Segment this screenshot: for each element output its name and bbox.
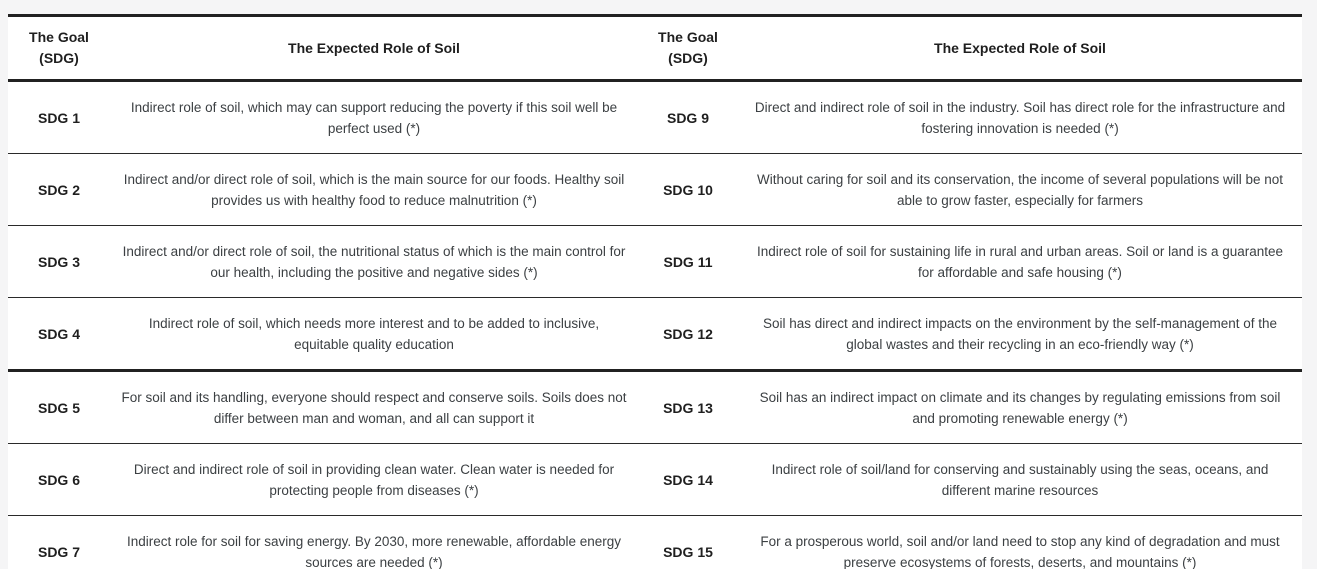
role-cell: Indirect and/or direct role of soil, whi… bbox=[123, 171, 625, 208]
header-goal-line1: The Goal bbox=[29, 29, 89, 45]
role-cell: Soil has direct and indirect impacts on … bbox=[762, 315, 1278, 352]
role-cell: Indirect role of soil, which needs more … bbox=[148, 315, 600, 352]
goal-cell: SDG 12 bbox=[663, 325, 713, 342]
goal-cell: SDG 7 bbox=[37, 543, 80, 560]
role-cell: Indirect and/or direct role of soil, the… bbox=[122, 243, 626, 280]
goal-cell: SDG 6 bbox=[37, 471, 80, 488]
header-goal-line1: The Goal bbox=[658, 29, 718, 45]
sdg-soil-table-container: The Goal (SDG) The Expected Role of Soil… bbox=[8, 14, 1302, 569]
role-cell: For soil and its handling, everyone shou… bbox=[121, 389, 627, 426]
role-cell: Soil has an indirect impact on climate a… bbox=[759, 389, 1281, 426]
goal-cell: SDG 3 bbox=[37, 253, 80, 270]
table-row: SDG 6 Direct and indirect role of soil i… bbox=[8, 444, 1302, 516]
goal-cell: SDG 1 bbox=[37, 109, 80, 126]
header-goal-right: The Goal (SDG) bbox=[638, 16, 738, 81]
role-cell: Indirect role for soil for saving energy… bbox=[126, 533, 622, 569]
goal-cell: SDG 15 bbox=[663, 543, 713, 560]
role-cell: For a prosperous world, soil and/or land… bbox=[760, 533, 1280, 569]
header-goal-line2: (SDG) bbox=[39, 50, 79, 66]
table-row: SDG 2 Indirect and/or direct role of soi… bbox=[8, 154, 1302, 226]
goal-cell: SDG 9 bbox=[666, 109, 709, 126]
header-role-right: The Expected Role of Soil bbox=[934, 39, 1106, 56]
role-cell: Indirect role of soil/land for conservin… bbox=[771, 461, 1269, 498]
role-cell: Indirect role of soil for sustaining lif… bbox=[756, 243, 1284, 280]
role-cell: Direct and indirect role of soil in the … bbox=[754, 99, 1286, 136]
role-cell: Indirect role of soil, which may can sup… bbox=[130, 99, 618, 136]
table-row: SDG 7 Indirect role for soil for saving … bbox=[8, 516, 1302, 569]
goal-cell: SDG 13 bbox=[663, 399, 713, 416]
header-goal-left: The Goal (SDG) bbox=[8, 16, 110, 81]
header-goal-line2: (SDG) bbox=[668, 50, 708, 66]
goal-cell: SDG 10 bbox=[663, 181, 713, 198]
table-header-row: The Goal (SDG) The Expected Role of Soil… bbox=[8, 16, 1302, 81]
goal-cell: SDG 11 bbox=[663, 253, 713, 270]
sdg-soil-roles-table: The Goal (SDG) The Expected Role of Soil… bbox=[8, 14, 1302, 569]
role-cell: Direct and indirect role of soil in prov… bbox=[133, 461, 615, 498]
role-cell: Without caring for soil and its conserva… bbox=[756, 171, 1284, 208]
table-row: SDG 3 Indirect and/or direct role of soi… bbox=[8, 226, 1302, 298]
goal-cell: SDG 2 bbox=[37, 181, 80, 198]
goal-cell: SDG 14 bbox=[663, 471, 713, 488]
table-row: SDG 4 Indirect role of soil, which needs… bbox=[8, 298, 1302, 371]
header-role-left: The Expected Role of Soil bbox=[288, 39, 460, 56]
goal-cell: SDG 4 bbox=[37, 325, 80, 342]
table-row: SDG 1 Indirect role of soil, which may c… bbox=[8, 81, 1302, 154]
table-row: SDG 5 For soil and its handling, everyon… bbox=[8, 371, 1302, 444]
goal-cell: SDG 5 bbox=[37, 399, 80, 416]
